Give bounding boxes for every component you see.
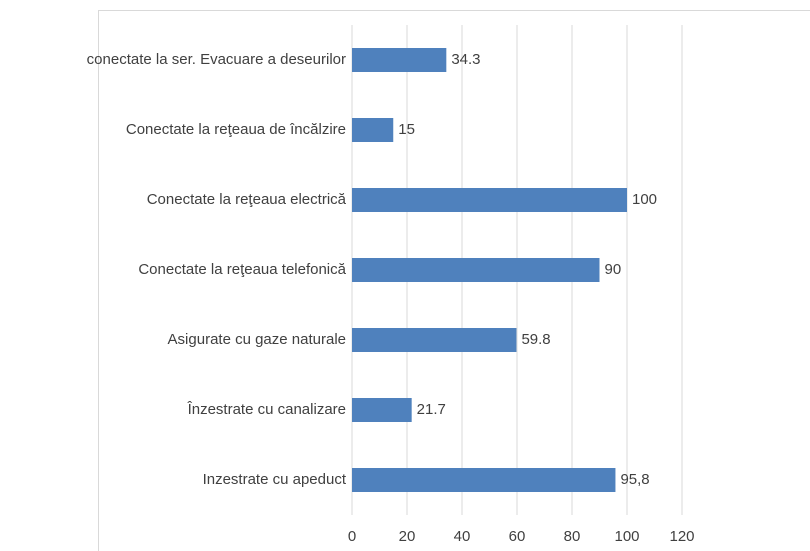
chart-frame [98, 10, 810, 551]
y-tick-label: Inzestrate cu apeduct [203, 471, 347, 488]
bar [352, 118, 394, 142]
y-tick-label: Înzestrate cu canalizare [187, 401, 346, 418]
x-tick-label: 60 [509, 528, 526, 545]
bar [352, 48, 447, 72]
x-tick-label: 40 [454, 528, 471, 545]
data-label: 90 [605, 261, 622, 278]
y-tick-label: Conectate la reţeaua de încălzire [126, 121, 346, 138]
x-tick-label: 80 [564, 528, 581, 545]
bar [352, 188, 627, 212]
bar [352, 328, 517, 352]
data-label: 15 [398, 121, 415, 138]
data-label: 95,8 [620, 471, 649, 488]
y-tick-label: Conectate la reţeaua electrică [147, 191, 347, 208]
x-tick-label: 20 [399, 528, 416, 545]
bar [352, 468, 616, 492]
y-tick-label: Asigurate cu gaze naturale [168, 331, 346, 348]
y-tick-label: Conectate la reţeaua telefonică [138, 261, 346, 278]
data-label: 21.7 [417, 401, 446, 418]
bar [352, 398, 412, 422]
bar [352, 258, 600, 282]
data-label: 34.3 [451, 51, 480, 68]
x-tick-label: 100 [614, 528, 639, 545]
x-tick-label: 0 [348, 528, 356, 545]
data-label: 100 [632, 191, 657, 208]
data-label: 59.8 [521, 331, 550, 348]
y-tick-label: conectate la ser. Evacuare a deseurilor [87, 51, 346, 68]
x-tick-label: 120 [669, 528, 694, 545]
